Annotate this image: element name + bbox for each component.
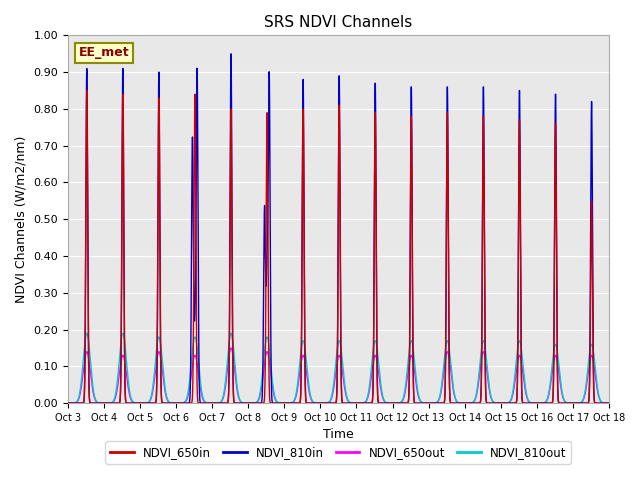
Legend: NDVI_650in, NDVI_810in, NDVI_650out, NDVI_810out: NDVI_650in, NDVI_810in, NDVI_650out, NDV… — [106, 441, 572, 464]
Text: EE_met: EE_met — [79, 47, 129, 60]
Title: SRS NDVI Channels: SRS NDVI Channels — [264, 15, 413, 30]
Y-axis label: NDVI Channels (W/m2/nm): NDVI Channels (W/m2/nm) — [15, 135, 28, 303]
X-axis label: Time: Time — [323, 429, 354, 442]
